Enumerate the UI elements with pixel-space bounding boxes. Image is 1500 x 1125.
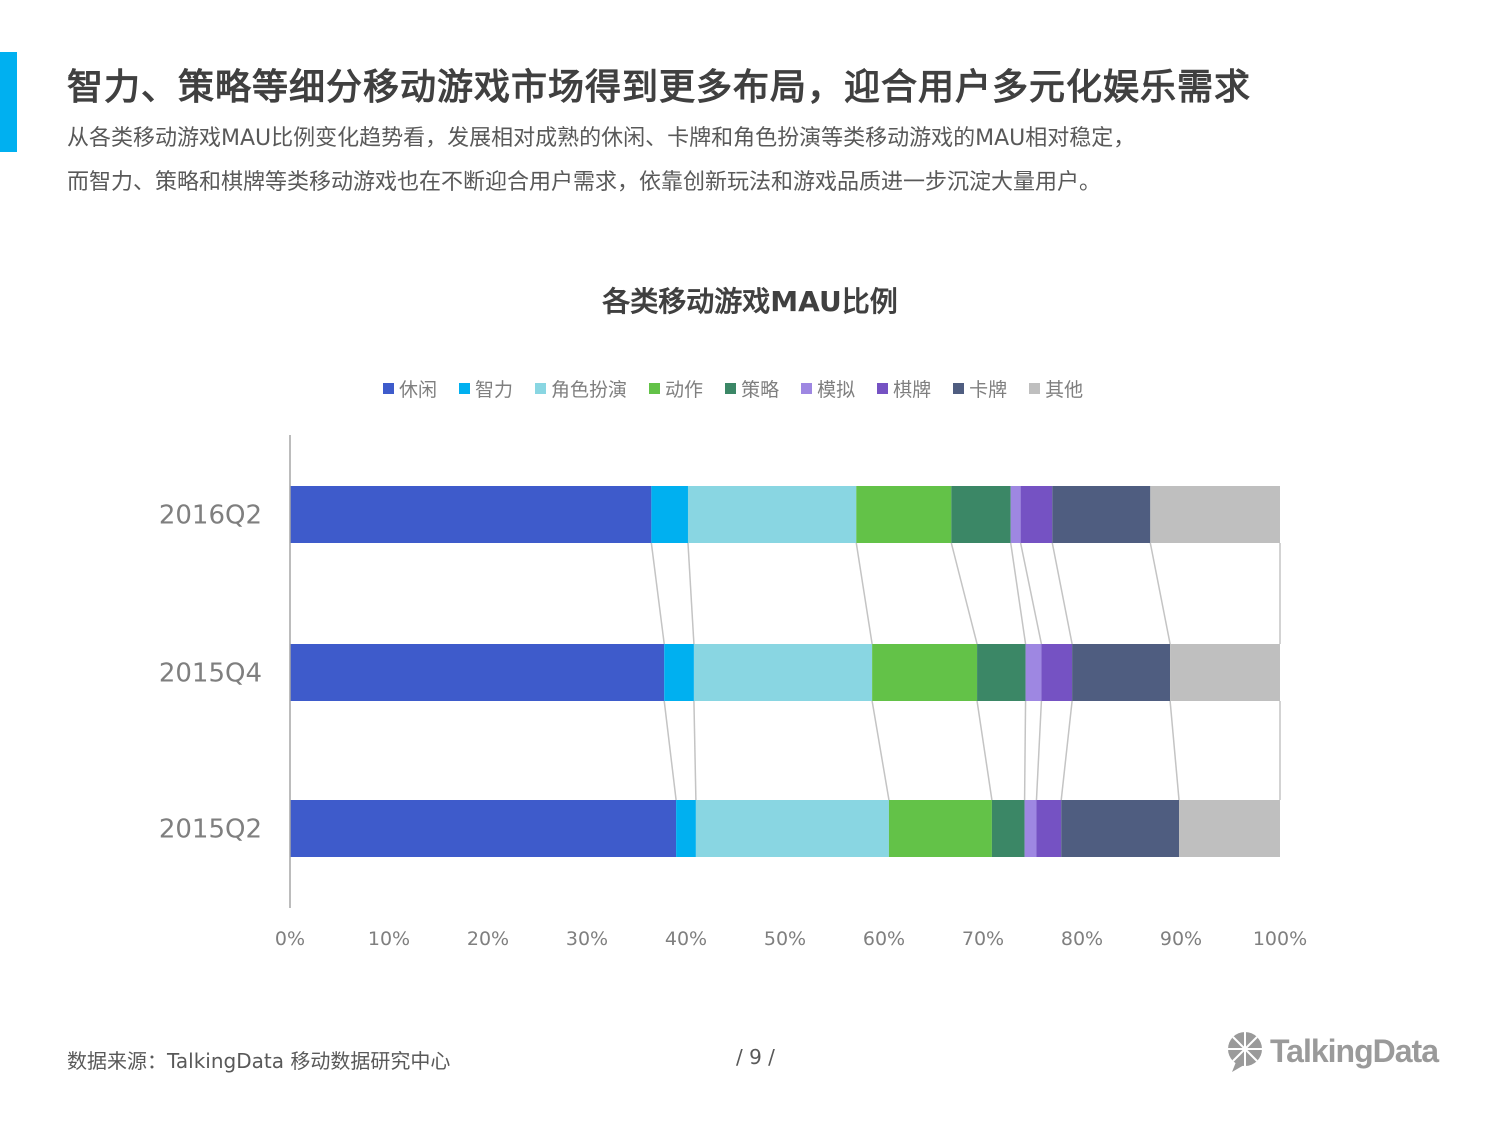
legend-item: 其他: [1029, 375, 1083, 402]
category-label: 2015Q4: [159, 659, 262, 689]
x-tick-label: 10%: [368, 928, 410, 950]
x-tick-label: 40%: [665, 928, 707, 950]
bar-segment-2015Q4-智力: [664, 644, 694, 701]
legend-item: 棋牌: [877, 375, 931, 402]
data-source-note: 数据来源：TalkingData 移动数据研究中心: [67, 1049, 451, 1073]
series-connector-line: [1023, 700, 1027, 801]
series-connector-line: [950, 542, 978, 645]
bar-segment-2015Q4-角色扮演: [693, 644, 873, 701]
page-number: / 9 /: [736, 1045, 775, 1069]
subtext-line-2: 而智力、策略和棋牌等类移动游戏也在不断迎合用户需求，依靠创新玩法和游戏品质进一步…: [67, 170, 1102, 195]
x-tick-label: 90%: [1160, 928, 1202, 950]
legend-item: 卡牌: [953, 375, 1007, 402]
legend-label: 其他: [1045, 379, 1084, 401]
bar-segment-2015Q2-模拟: [1024, 800, 1037, 857]
category-label: 2016Q2: [159, 501, 262, 531]
series-connector-line: [855, 542, 873, 645]
legend-swatch: [1029, 383, 1041, 394]
x-tick-label: 50%: [764, 928, 806, 950]
legend-label: 角色扮演: [551, 379, 628, 401]
bar-segment-2016Q2-智力: [651, 486, 688, 543]
legend-label: 卡牌: [969, 379, 1008, 401]
bar-segment-2015Q2-卡牌: [1061, 800, 1180, 857]
bar-segment-2016Q2-策略: [951, 486, 1011, 543]
bar-segment-2015Q4-策略: [977, 644, 1026, 701]
legend-item: 角色扮演: [535, 375, 627, 402]
legend-item: 模拟: [801, 375, 855, 402]
legend-swatch: [459, 383, 471, 394]
logo-text: TalkingData: [1270, 1032, 1439, 1069]
series-connector-line: [693, 700, 697, 801]
logo-mark-icon: [1228, 1032, 1262, 1072]
series-connector-line: [1149, 542, 1171, 645]
legend-item: 动作: [649, 375, 703, 402]
legend-label: 策略: [741, 379, 780, 401]
bar-segment-2015Q4-棋牌: [1041, 644, 1073, 701]
x-tick-label: 0%: [275, 928, 305, 950]
bar-segment-2015Q2-休闲: [290, 800, 677, 857]
bar-segment-2015Q2-智力: [676, 800, 696, 857]
bar-segment-2015Q4-休闲: [290, 644, 665, 701]
series-connector-line: [687, 542, 695, 645]
series-connector-line: [650, 542, 665, 645]
bar-segment-2015Q2-棋牌: [1036, 800, 1062, 857]
legend-swatch: [383, 383, 394, 394]
x-tick-label: 100%: [1253, 928, 1307, 950]
bar-segment-2016Q2-休闲: [290, 486, 652, 543]
bar-segment-2016Q2-卡牌: [1052, 486, 1151, 543]
bar-segment-2015Q2-动作: [888, 800, 992, 857]
series-connector-line: [1009, 542, 1027, 645]
legend-item: 策略: [725, 375, 779, 402]
bar-segment-2015Q4-卡牌: [1072, 644, 1171, 701]
legend-label: 智力: [475, 379, 514, 401]
x-tick-label: 30%: [566, 928, 608, 950]
legend-swatch: [535, 383, 547, 394]
legend-swatch: [877, 383, 889, 394]
series-connector-line: [976, 700, 993, 801]
legend-item: 休闲: [383, 375, 437, 402]
chart-legend: 休闲 智力 角色扮演 动作 策略 模拟 棋牌 卡牌 其他: [383, 375, 1105, 402]
series-connector-line: [1060, 700, 1073, 801]
series-connector-line: [1051, 542, 1073, 645]
chart-title: 各类移动游戏MAU比例: [602, 285, 898, 318]
x-tick-label: 80%: [1061, 928, 1103, 950]
legend-label: 动作: [665, 379, 704, 401]
legend-label: 休闲: [399, 379, 438, 401]
accent-bar: [0, 52, 17, 152]
bar-segment-2015Q4-动作: [872, 644, 978, 701]
bar-segment-2016Q2-模拟: [1010, 486, 1021, 543]
series-connector-line: [871, 700, 890, 801]
bar-segment-2016Q2-棋牌: [1020, 486, 1053, 543]
legend-swatch: [725, 383, 737, 394]
x-tick-label: 20%: [467, 928, 509, 950]
category-label: 2015Q2: [159, 815, 262, 845]
bar-segment-2015Q2-其他: [1179, 800, 1280, 857]
subtext-line-1: 从各类移动游戏MAU比例变化趋势看，发展相对成熟的休闲、卡牌和角色扮演等类移动游…: [67, 126, 1136, 151]
series-connector-line: [663, 700, 677, 801]
page-headline: 智力、策略等细分移动游戏市场得到更多布局，迎合用户多元化娱乐需求: [67, 67, 1252, 108]
x-tick-label: 60%: [863, 928, 905, 950]
legend-item: 智力: [459, 375, 513, 402]
series-connector-line: [1019, 542, 1043, 645]
legend-swatch: [953, 383, 965, 394]
talkingdata-logo: TalkingData: [1226, 1030, 1439, 1072]
legend-label: 棋牌: [893, 379, 932, 401]
series-connector-line: [1169, 700, 1180, 801]
legend-swatch: [801, 383, 813, 394]
bar-segment-2015Q2-角色扮演: [695, 800, 889, 857]
bar-segment-2015Q2-策略: [991, 800, 1025, 857]
bar-segment-2016Q2-其他: [1150, 486, 1280, 543]
legend-swatch: [649, 383, 661, 394]
bar-segment-2016Q2-动作: [856, 486, 952, 543]
legend-label: 模拟: [817, 379, 856, 401]
x-tick-label: 70%: [962, 928, 1004, 950]
bar-segment-2015Q4-其他: [1170, 644, 1280, 701]
bar-segment-2016Q2-角色扮演: [687, 486, 857, 543]
stacked-bar-chart: 2016Q2 2015Q4 2015Q2 0% 10% 20% 30% 40% 50% 60% 70…: [159, 435, 1307, 950]
series-connector-line: [1035, 700, 1043, 801]
bar-segment-2015Q4-模拟: [1025, 644, 1042, 701]
